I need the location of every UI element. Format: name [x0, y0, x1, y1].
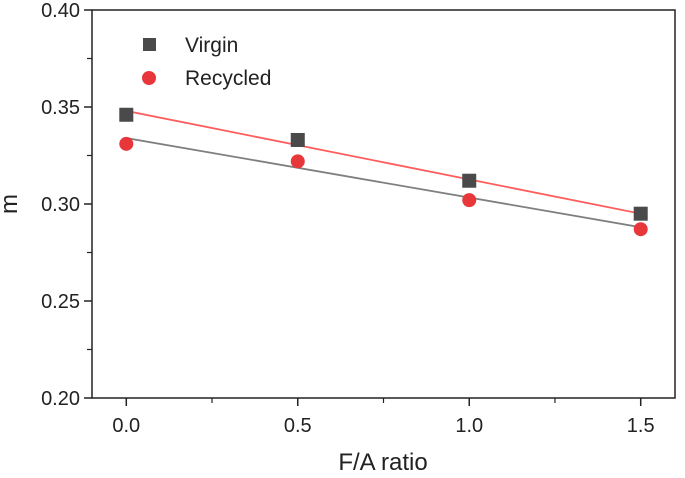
legend-marker-virgin: [143, 38, 156, 51]
fit-line-recycled: [126, 109, 641, 215]
fit-layer: [126, 109, 641, 229]
plot-frame: [91, 9, 676, 399]
data-point-virgin: [462, 173, 477, 188]
x-tick-label: 1.0: [455, 415, 483, 437]
y-tick-label: 0.35: [41, 97, 80, 119]
x-tick-label: 1.5: [627, 415, 655, 437]
y-tick-label: 0.40: [41, 0, 80, 22]
legend: Virgin Recycled: [142, 34, 271, 90]
y-tick-label: 0.30: [41, 194, 80, 216]
data-point-virgin: [633, 206, 648, 221]
x-axis-title: F/A ratio: [338, 449, 427, 476]
data-point-recycled: [290, 154, 305, 169]
data-point-recycled: [633, 222, 648, 237]
data-point-virgin: [119, 107, 134, 122]
y-tick-label: 0.25: [41, 291, 80, 313]
x-tick-label: 0.5: [284, 415, 312, 437]
y-axis-title: m: [0, 194, 23, 214]
legend-label-virgin: Virgin: [185, 34, 238, 57]
fit-line-virgin: [126, 137, 641, 229]
data-point-recycled: [462, 193, 477, 208]
legend-marker-recycled: [142, 71, 156, 85]
marker-layer: [119, 107, 648, 237]
data-point-recycled: [119, 136, 134, 151]
legend-label-recycled: Recycled: [185, 67, 271, 90]
x-tick-label: 0.0: [112, 415, 140, 437]
data-point-virgin: [290, 132, 305, 147]
y-tick-label: 0.20: [41, 388, 80, 410]
axes-layer: 0.0 0.5 1.0 1.5 0.20 0.25 0.30 0.35 0.40: [41, 0, 655, 437]
